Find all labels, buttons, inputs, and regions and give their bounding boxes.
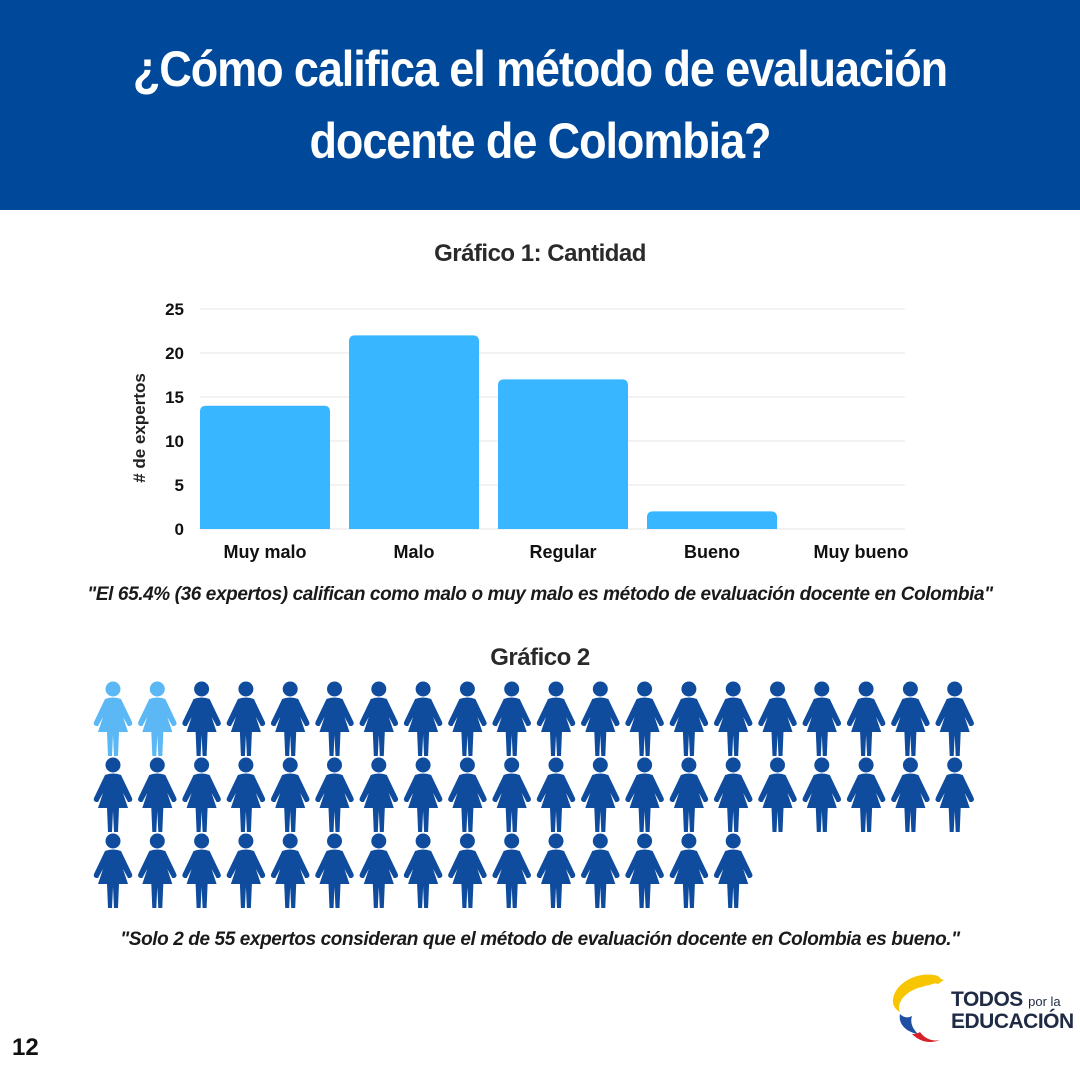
page-number: 12 <box>12 1034 39 1061</box>
person-icon <box>359 757 399 832</box>
y-tick-label: 10 <box>165 432 184 451</box>
person-icon <box>315 681 354 756</box>
person-icon <box>448 757 487 832</box>
person-icon <box>93 833 133 908</box>
person-icon <box>891 757 930 832</box>
person-icon <box>758 681 797 756</box>
x-tick-label: Bueno <box>684 542 740 562</box>
person-icon <box>536 757 576 832</box>
person-icon <box>536 681 576 756</box>
person-icon <box>669 757 709 832</box>
person-icon <box>713 833 753 908</box>
x-tick-label: Muy malo <box>223 542 306 562</box>
person-icon <box>403 681 443 756</box>
person-icon <box>581 757 620 832</box>
person-icon <box>492 833 531 908</box>
person-icon <box>226 681 266 756</box>
x-tick-label: Malo <box>393 542 434 562</box>
person-icon-highlighted <box>93 681 133 756</box>
person-icon <box>315 757 354 832</box>
person-icon <box>226 833 266 908</box>
person-icon <box>935 757 974 832</box>
person-icon <box>359 681 399 756</box>
logo-word-por-la: por la <box>1028 994 1061 1009</box>
person-icon <box>138 833 177 908</box>
logo-mark-icon <box>892 974 944 1042</box>
bar-bueno <box>647 511 777 529</box>
header-banner: ¿Cómo califica el método de evaluación d… <box>0 0 1080 210</box>
person-icon <box>138 757 177 832</box>
person-icon <box>359 833 399 908</box>
person-icon <box>226 757 266 832</box>
person-icon <box>93 757 133 832</box>
person-icon <box>403 833 443 908</box>
logo-word-educacion: EDUCACIÓN <box>951 1010 1074 1033</box>
person-icon <box>270 757 310 832</box>
person-icon <box>182 681 221 756</box>
chart1-title: Gráfico 1: Cantidad <box>434 240 646 267</box>
y-tick-label: 5 <box>175 476 184 495</box>
person-icon <box>536 833 576 908</box>
person-icon <box>802 757 842 832</box>
person-icon-highlighted <box>138 681 177 756</box>
bar-chart: 0 5 10 15 20 25 # de expertos Muy malo Malo Regul… <box>0 280 1080 570</box>
y-tick-label: 20 <box>165 344 184 363</box>
person-icon <box>846 757 886 832</box>
person-icon <box>315 833 354 908</box>
y-axis-label: # de expertos <box>130 373 149 483</box>
person-icon <box>625 757 664 832</box>
person-icon <box>492 757 531 832</box>
y-tick-label: 25 <box>165 300 184 319</box>
person-icon <box>492 681 531 756</box>
logo: TODOS por la EDUCACIÓN <box>886 968 1074 1058</box>
person-icon <box>713 681 753 756</box>
person-icon <box>270 833 310 908</box>
person-icon <box>581 833 620 908</box>
logo-text-line1: TODOS por la <box>951 988 1061 1012</box>
logo-word-todos: TODOS <box>951 988 1023 1011</box>
person-icon <box>669 833 709 908</box>
y-tick-label: 0 <box>175 520 184 539</box>
person-icon <box>448 681 487 756</box>
person-icon <box>713 757 753 832</box>
y-tick-label: 15 <box>165 388 184 407</box>
person-icon <box>669 681 709 756</box>
person-icon <box>581 681 620 756</box>
person-icon <box>625 833 664 908</box>
person-icon <box>270 681 310 756</box>
pictogram-chart <box>0 676 1080 916</box>
person-icon <box>448 833 487 908</box>
x-tick-label: Muy bueno <box>814 542 909 562</box>
chart1-quote: "El 65.4% (36 expertos) califican como m… <box>87 584 993 605</box>
person-icon <box>182 833 221 908</box>
person-icon <box>625 681 664 756</box>
bar-regular <box>498 379 628 529</box>
person-icon <box>403 757 443 832</box>
page-title: ¿Cómo califica el método de evaluación d… <box>132 41 948 169</box>
person-icon <box>935 681 974 756</box>
bar-malo <box>349 335 479 529</box>
chart2-quote: "Solo 2 de 55 expertos consideran que el… <box>120 929 960 950</box>
person-icon <box>758 757 797 832</box>
person-icon <box>182 757 221 832</box>
person-icon <box>891 681 930 756</box>
person-icon <box>846 681 886 756</box>
bar-muy-malo <box>200 405 330 529</box>
person-icon <box>802 681 842 756</box>
x-tick-label: Regular <box>529 542 596 562</box>
chart2-title: Gráfico 2 <box>490 644 590 671</box>
